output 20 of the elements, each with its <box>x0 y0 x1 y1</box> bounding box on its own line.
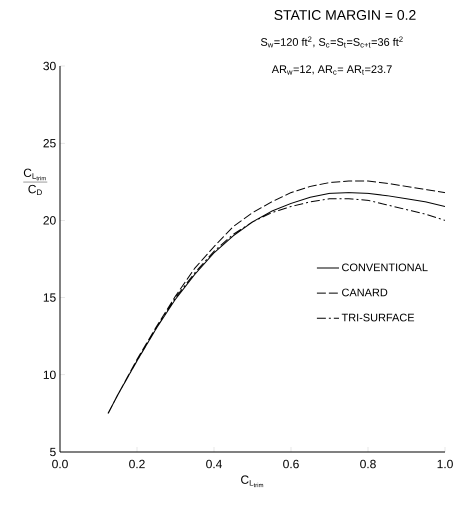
y-tick-label: 10 <box>44 370 56 380</box>
x-tick-label: 0.6 <box>283 460 299 468</box>
chart-title: STATIC MARGIN = 0.2 <box>274 10 416 20</box>
legend-label: CANARD <box>342 288 388 296</box>
x-tick-label: 0.0 <box>52 460 68 468</box>
y-tick-label: 5 <box>50 448 56 456</box>
x-axis-title: $\mathrm{C}_{\mathrm{L}_{\mathrm{trim}}}$ <box>241 475 264 488</box>
annotation: AR$_{w}$=12, AR$_{c}$= AR$_{t}$=23.7 <box>272 65 392 75</box>
y-tick-label: 20 <box>43 216 56 225</box>
y-tick-label: 15 <box>44 293 56 302</box>
legend-label: TRI-SURFACE <box>342 314 414 322</box>
x-tick-label: 0.8 <box>360 460 376 468</box>
legend-label: CONVENTIONAL <box>342 263 428 272</box>
y-tick-label: 25 <box>43 138 56 148</box>
x-tick-label: 0.4 <box>206 460 222 468</box>
x-tick-label: 1.0 <box>438 460 453 468</box>
x-tick-label: 0.2 <box>129 460 145 468</box>
text: S$_{w}$=120 ft$^{2}$, S$_{c}$=S$_{t}$=S$_{c+t}$=36 ft$^{2}$ <box>260 36 403 48</box>
y-axis-title: $\frac{\mathrm{C}_{\mathrm{L}_{\mathrm{trim}}}}{\mathrm{C}_{\mathrm{D}}}$ <box>23 168 48 196</box>
y-tick-label: 30 <box>43 62 56 70</box>
